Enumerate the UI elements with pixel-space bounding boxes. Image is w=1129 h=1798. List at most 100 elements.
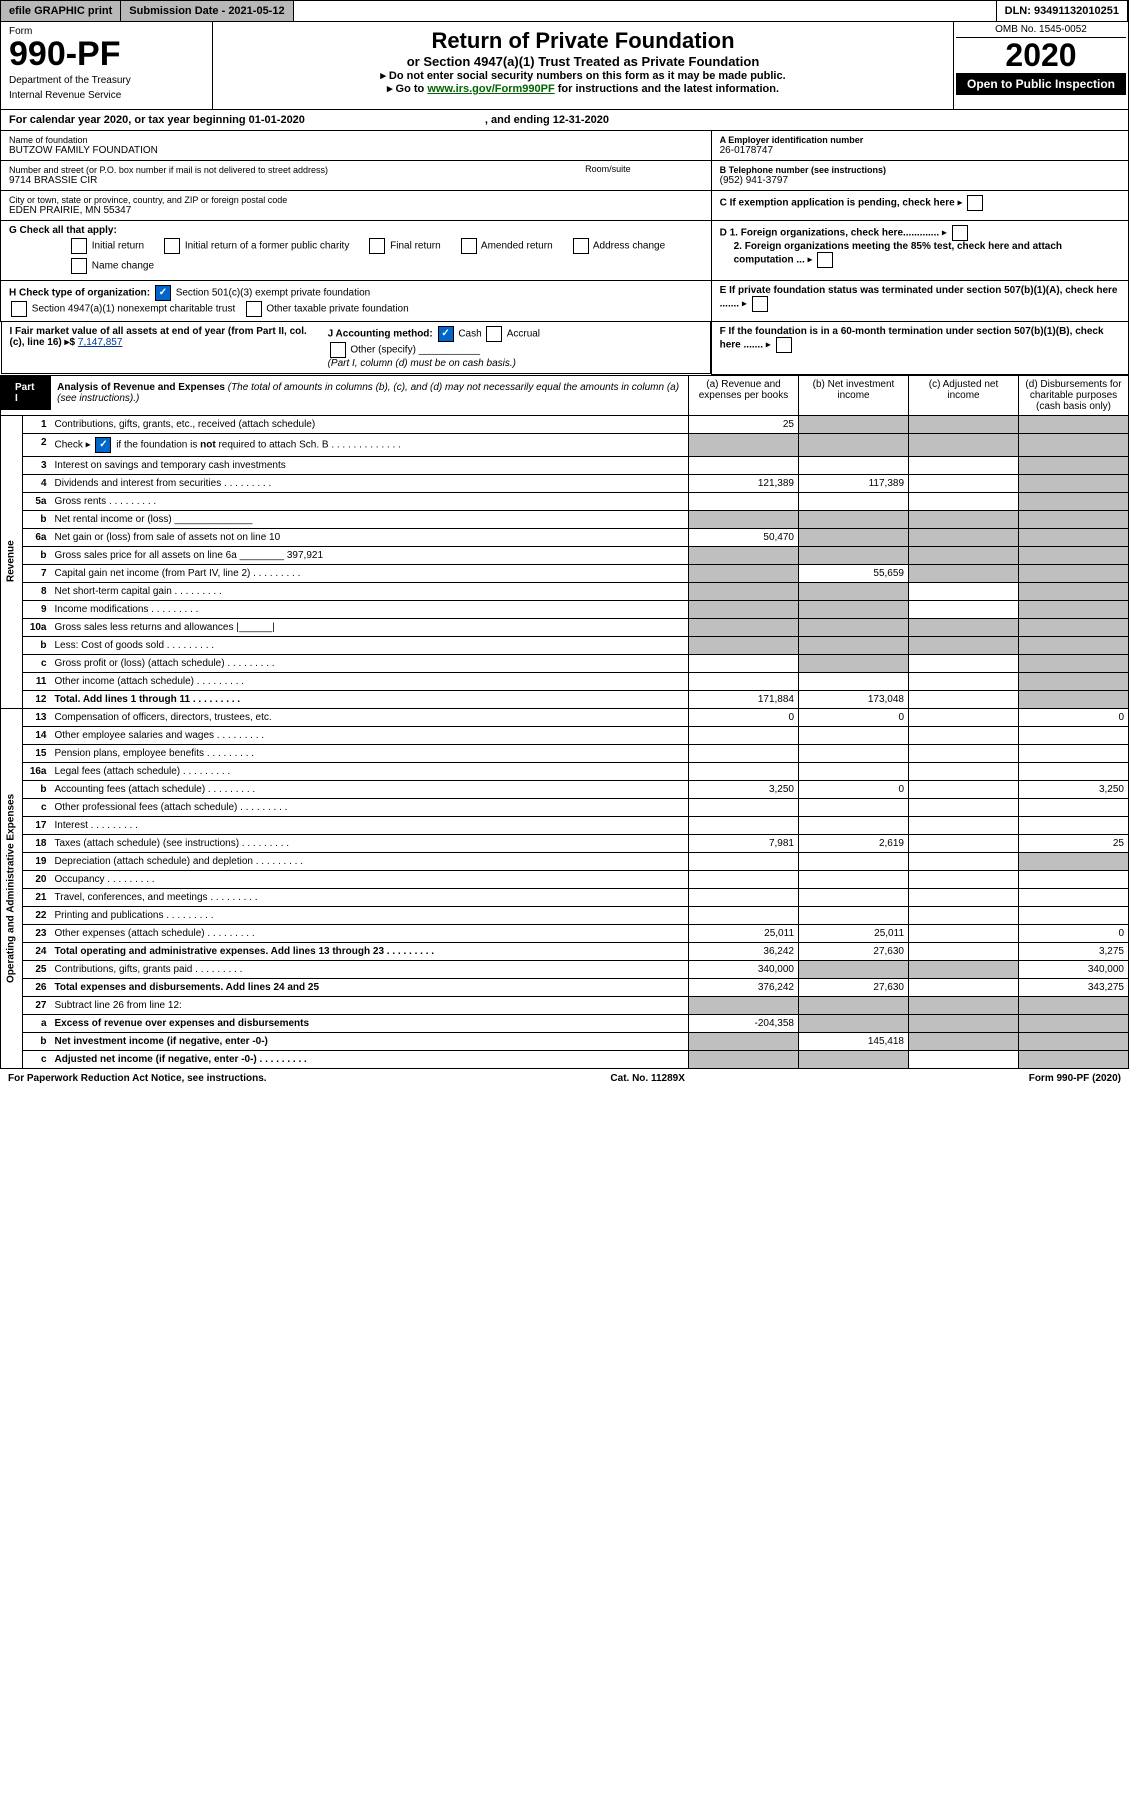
cell <box>799 528 909 546</box>
cell: 340,000 <box>1019 960 1129 978</box>
cell <box>689 433 799 456</box>
cell: 0 <box>689 708 799 726</box>
cell <box>909 600 1019 618</box>
spacer <box>294 1 997 21</box>
cell <box>909 798 1019 816</box>
row-desc: Subtract line 26 from line 12: <box>51 996 689 1014</box>
cell <box>909 906 1019 924</box>
row-desc: Total operating and administrative expen… <box>51 942 689 960</box>
form-header: Form 990-PF Department of the Treasury I… <box>0 22 1129 110</box>
cell <box>1019 1050 1129 1068</box>
paperwork-notice: For Paperwork Reduction Act Notice, see … <box>8 1073 267 1084</box>
col-d: (d) Disbursements for charitable purpose… <box>1019 375 1129 415</box>
row-num: 2 <box>23 433 51 456</box>
footer: For Paperwork Reduction Act Notice, see … <box>0 1069 1129 1088</box>
e-cb[interactable] <box>752 296 768 312</box>
dept: Department of the Treasury <box>9 75 204 86</box>
row-desc: Occupancy <box>51 870 689 888</box>
cell <box>909 456 1019 474</box>
cell <box>799 636 909 654</box>
d2-cb[interactable] <box>817 252 833 268</box>
cell <box>799 415 909 433</box>
row-desc: Gross sales less returns and allowances … <box>51 618 689 636</box>
h1-cb[interactable] <box>155 285 171 301</box>
row-num: 3 <box>23 456 51 474</box>
open-to-public: Open to Public Inspection <box>956 73 1126 95</box>
cell <box>799 672 909 690</box>
g5-cb[interactable] <box>573 238 589 254</box>
cell <box>799 654 909 672</box>
part1-label: Part I <box>1 376 51 410</box>
d1-cb[interactable] <box>952 225 968 241</box>
cell: 121,389 <box>689 474 799 492</box>
cell <box>689 906 799 924</box>
d2-label: 2. Foreign organizations meeting the 85%… <box>734 241 1062 266</box>
cell: 25,011 <box>799 924 909 942</box>
cell <box>689 996 799 1014</box>
cell <box>1019 564 1129 582</box>
cell <box>689 870 799 888</box>
cell <box>1019 870 1129 888</box>
h3-cb[interactable] <box>246 301 262 317</box>
cell <box>689 726 799 744</box>
cell <box>1019 744 1129 762</box>
cell <box>799 798 909 816</box>
cell <box>1019 492 1129 510</box>
revenue-label: Revenue <box>1 415 23 708</box>
g2-cb[interactable] <box>164 238 180 254</box>
h-label: H Check type of organization: <box>9 288 150 299</box>
cell <box>689 456 799 474</box>
col-a: (a) Revenue and expenses per books <box>689 375 799 415</box>
row-desc: Pension plans, employee benefits <box>51 744 689 762</box>
cell <box>799 510 909 528</box>
cell <box>909 415 1019 433</box>
cell <box>909 528 1019 546</box>
cell <box>689 744 799 762</box>
calendar-year: For calendar year 2020, or tax year begi… <box>0 110 1129 131</box>
instructions-link[interactable]: www.irs.gov/Form990PF <box>427 83 554 95</box>
g6-cb[interactable] <box>71 258 87 274</box>
expenses-label: Operating and Administrative Expenses <box>1 708 23 1068</box>
address: 9714 BRASSIE CIR <box>9 175 703 186</box>
part1-title: Analysis of Revenue and Expenses <box>57 382 225 393</box>
j-accrual-cb[interactable] <box>486 326 502 342</box>
row-desc: Contributions, gifts, grants paid <box>51 960 689 978</box>
cell <box>799 870 909 888</box>
row-num: 10a <box>23 618 51 636</box>
cell <box>799 726 909 744</box>
ein-label: A Employer identification number <box>720 135 1120 145</box>
row-num: 18 <box>23 834 51 852</box>
row-num: 15 <box>23 744 51 762</box>
cell <box>909 978 1019 996</box>
omb: OMB No. 1545-0052 <box>956 24 1126 38</box>
cell: 27,630 <box>799 942 909 960</box>
cell: 3,275 <box>1019 942 1129 960</box>
g4-cb[interactable] <box>461 238 477 254</box>
g3-cb[interactable] <box>369 238 385 254</box>
cell <box>909 870 1019 888</box>
efile-label[interactable]: efile GRAPHIC print <box>1 1 121 21</box>
g1-cb[interactable] <box>71 238 87 254</box>
row-num: 8 <box>23 582 51 600</box>
cell <box>799 888 909 906</box>
city: EDEN PRAIRIE, MN 55347 <box>9 205 703 216</box>
cell: 36,242 <box>689 942 799 960</box>
row-desc: Other expenses (attach schedule) <box>51 924 689 942</box>
note2: ▸ Go to www.irs.gov/Form990PF for instru… <box>219 82 947 95</box>
cell: 0 <box>799 708 909 726</box>
row-desc: Interest <box>51 816 689 834</box>
city-label: City or town, state or province, country… <box>9 195 703 205</box>
h2-cb[interactable] <box>11 301 27 317</box>
cell <box>799 546 909 564</box>
c-checkbox[interactable] <box>967 195 983 211</box>
j-other-cb[interactable] <box>330 342 346 358</box>
j-cash-cb[interactable] <box>438 326 454 342</box>
row-desc: Accounting fees (attach schedule) <box>51 780 689 798</box>
f-cb[interactable] <box>776 337 792 353</box>
cat-no: Cat. No. 11289X <box>610 1073 684 1084</box>
cell <box>689 654 799 672</box>
ein: 26-0178747 <box>720 145 1120 156</box>
cell <box>689 798 799 816</box>
row-num: 11 <box>23 672 51 690</box>
cell <box>1019 996 1129 1014</box>
